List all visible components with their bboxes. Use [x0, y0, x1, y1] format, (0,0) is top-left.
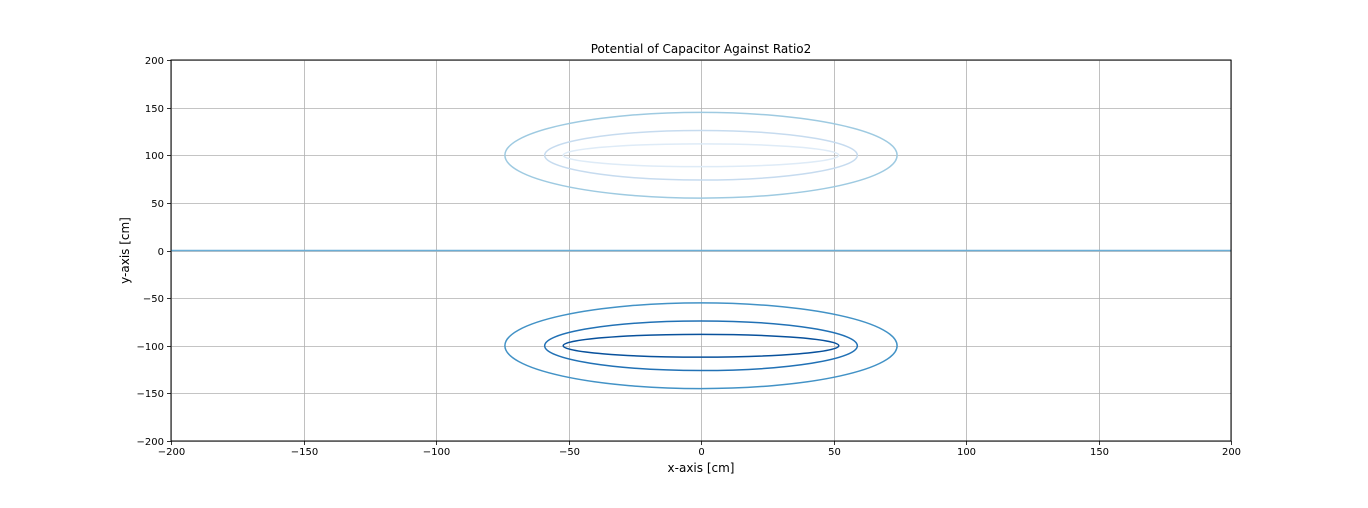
contour-line: [504, 302, 898, 390]
y-tick-label: 100: [145, 151, 164, 162]
contour-line: [562, 143, 840, 168]
y-tick-label: 0: [158, 247, 164, 258]
contour-line: [562, 333, 840, 358]
chart-title: Potential of Capacitor Against Ratio2: [591, 42, 812, 56]
contour-line: [504, 111, 898, 199]
y-tick-label: −150: [137, 389, 164, 400]
x-tick-label: −200: [158, 447, 185, 458]
x-tick-label: 50: [828, 447, 841, 458]
contour-line: [543, 320, 859, 372]
y-tick-label: 50: [151, 199, 164, 210]
y-tick-label: −100: [137, 342, 164, 353]
x-tick-label: −50: [559, 447, 580, 458]
x-axis-label: x-axis [cm]: [668, 461, 735, 475]
contour-line: [543, 129, 859, 181]
y-tick-label: −200: [137, 437, 164, 448]
y-tick-label: −50: [143, 294, 164, 305]
y-tick-label: 150: [145, 104, 164, 115]
x-tick-label: 150: [1090, 447, 1109, 458]
y-tick-label: 200: [145, 56, 164, 67]
x-tick-label: −100: [423, 447, 450, 458]
x-tick-label: 100: [957, 447, 976, 458]
ticks: −200 −150 −100 −50 0 50 100 150 200 −200 −150 −100 −…: [137, 56, 1242, 458]
x-tick-label: −150: [291, 447, 318, 458]
contour-lines: [171, 111, 1231, 390]
y-axis-label: y-axis [cm]: [118, 217, 132, 284]
x-tick-label: 0: [698, 447, 704, 458]
x-tick-label: 200: [1222, 447, 1241, 458]
plot-frame: [170, 59, 1232, 442]
